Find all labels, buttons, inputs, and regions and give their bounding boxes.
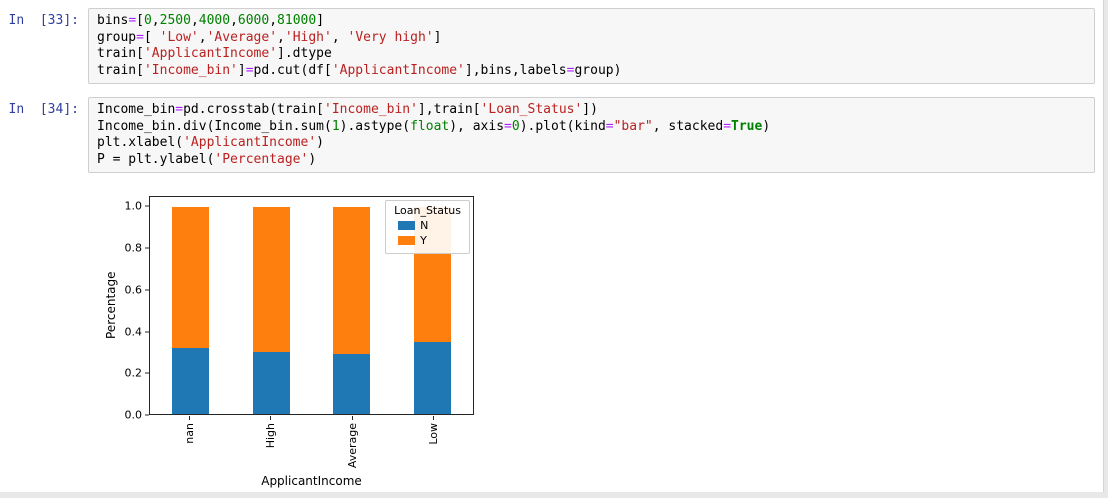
legend-label: Y [420, 234, 427, 247]
bar-segment-Average-N [333, 354, 371, 414]
bar-segment-Average-Y [333, 207, 371, 355]
code-line: Income_bin=pd.crosstab(train['Income_bin… [97, 102, 598, 117]
code-line: train['Income_bin']=pd.cut(df['Applicant… [97, 62, 622, 78]
code-line: Income_bin.div(Income_bin.sum(1).astype(… [97, 118, 771, 134]
code-editor[interactable]: bins=[0,2500,4000,6000,81000] group=[ 'Lo… [88, 8, 1095, 84]
x-tick: nan [149, 416, 230, 472]
chart-figure: Percentage 0.0 0.2 0.4 0.6 0.8 1.0 Loan_Statu… [97, 188, 527, 488]
input-prompt: In [33]: [8, 13, 79, 28]
legend-swatch-N [398, 221, 416, 230]
code-line: bins=[0,2500,4000,6000,81000] [97, 13, 325, 28]
bar-segment-High-N [252, 352, 290, 414]
bar-segment-nan-Y [171, 207, 209, 348]
bars [150, 197, 473, 414]
x-tick: High [230, 416, 311, 472]
bar-group [231, 197, 312, 414]
code-cell-33: In [33]: bins=[0,2500,4000,6000,81000] gr… [2, 8, 1101, 84]
x-tick-label: High [264, 423, 278, 449]
code-line: P = plt.ylabel('Percentage') [97, 151, 317, 167]
x-tick: Low [393, 416, 474, 472]
y-tick: 0.2 [125, 367, 149, 380]
y-axis-label: Percentage [104, 271, 118, 340]
bar-segment-Low-N [414, 341, 452, 414]
x-axis-ticks: nan High Average Low [149, 416, 474, 472]
code-cell-34: In [34]: Income_bin=pd.crosstab(train['I… [2, 97, 1101, 173]
bar-group [150, 197, 231, 414]
input-prompt: In [34]: [8, 102, 79, 117]
chart-output: Percentage 0.0 0.2 0.4 0.6 0.8 1.0 Loan_Statu… [97, 186, 1101, 488]
x-axis-label: ApplicantIncome [261, 474, 362, 488]
code-editor[interactable]: Income_bin=pd.crosstab(train['Income_bin… [88, 97, 1095, 173]
x-tick-label: Average [345, 423, 359, 469]
code-line: plt.xlabel('ApplicantIncome') [97, 135, 324, 150]
bar-segment-nan-N [171, 347, 209, 414]
legend-title: Loan_Status [394, 204, 461, 217]
y-tick: 0.8 [125, 242, 149, 255]
legend-entry: N [398, 219, 461, 232]
bar-segment-High-Y [252, 207, 290, 352]
bar-group [312, 197, 393, 414]
y-tick: 0.4 [125, 325, 149, 338]
legend-label: N [420, 219, 429, 232]
y-tick: 0.0 [125, 409, 149, 422]
code-line: train['ApplicantIncome'].dtype [97, 46, 332, 61]
x-tick: Average [312, 416, 393, 472]
legend-swatch-Y [398, 236, 416, 245]
legend-entry: Y [398, 234, 461, 247]
x-tick-label: Low [426, 423, 440, 445]
y-tick: 1.0 [125, 200, 149, 213]
x-tick-label: nan [183, 423, 197, 444]
code-line: group=[ 'Low','Average','High', 'Very hi… [97, 29, 442, 45]
y-tick: 0.6 [125, 283, 149, 296]
